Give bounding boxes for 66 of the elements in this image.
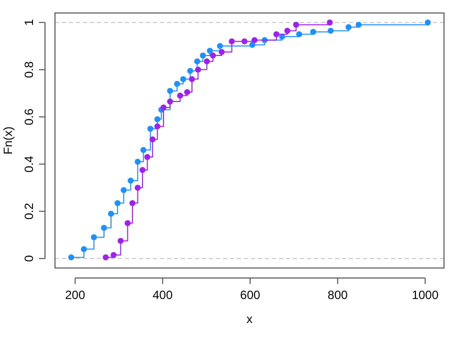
point <box>154 116 160 122</box>
point <box>216 43 223 50</box>
point <box>296 31 302 38</box>
point <box>177 92 184 99</box>
point <box>200 52 206 58</box>
point <box>204 58 210 64</box>
point <box>218 48 225 55</box>
y-tick-label: 0 <box>22 254 36 262</box>
point <box>241 38 248 44</box>
point <box>284 28 290 34</box>
point <box>174 80 180 87</box>
point <box>110 252 117 258</box>
point <box>228 38 235 44</box>
point <box>167 98 174 105</box>
point <box>90 234 97 240</box>
point <box>210 52 216 58</box>
point <box>68 254 74 260</box>
point <box>150 136 156 142</box>
x-tick-label: 600 <box>240 288 260 302</box>
point <box>102 254 109 260</box>
x-axis-title: x <box>246 312 252 326</box>
point <box>310 28 316 35</box>
point <box>118 238 124 244</box>
point <box>273 31 280 38</box>
point <box>424 19 431 26</box>
point <box>346 24 352 30</box>
y-tick-label: 0.2 <box>22 202 36 220</box>
x-tick-label: 200 <box>65 288 86 302</box>
point <box>249 42 256 48</box>
point <box>160 104 167 110</box>
x-tick-label: 1000 <box>412 288 439 302</box>
point <box>252 37 258 44</box>
point <box>356 22 362 28</box>
point <box>108 210 114 217</box>
point <box>167 88 174 94</box>
point <box>147 126 154 132</box>
y-tick-label: 0.4 <box>22 155 36 172</box>
point <box>154 123 160 130</box>
point <box>326 19 333 26</box>
point <box>328 28 334 34</box>
point <box>80 246 87 252</box>
point <box>188 76 195 82</box>
y-tick-label: 0.8 <box>22 61 36 78</box>
point <box>134 184 141 191</box>
point <box>101 224 108 231</box>
point <box>124 220 131 226</box>
point <box>194 58 200 64</box>
point <box>293 22 300 28</box>
x-tick-label: 800 <box>328 288 348 302</box>
point <box>129 200 136 206</box>
point <box>144 154 150 160</box>
point <box>184 89 190 96</box>
point <box>140 146 146 153</box>
point <box>128 178 134 184</box>
point <box>134 158 141 165</box>
point <box>114 200 121 206</box>
point <box>187 68 194 74</box>
y-tick-label: 0.6 <box>22 108 36 126</box>
point <box>195 66 202 73</box>
point <box>140 167 146 174</box>
point <box>120 187 127 194</box>
point <box>206 48 213 54</box>
y-tick-label: 1 <box>22 18 36 26</box>
point <box>180 76 186 82</box>
x-tick-label: 400 <box>152 288 173 302</box>
y-axis-title: Fn(x) <box>1 126 15 154</box>
